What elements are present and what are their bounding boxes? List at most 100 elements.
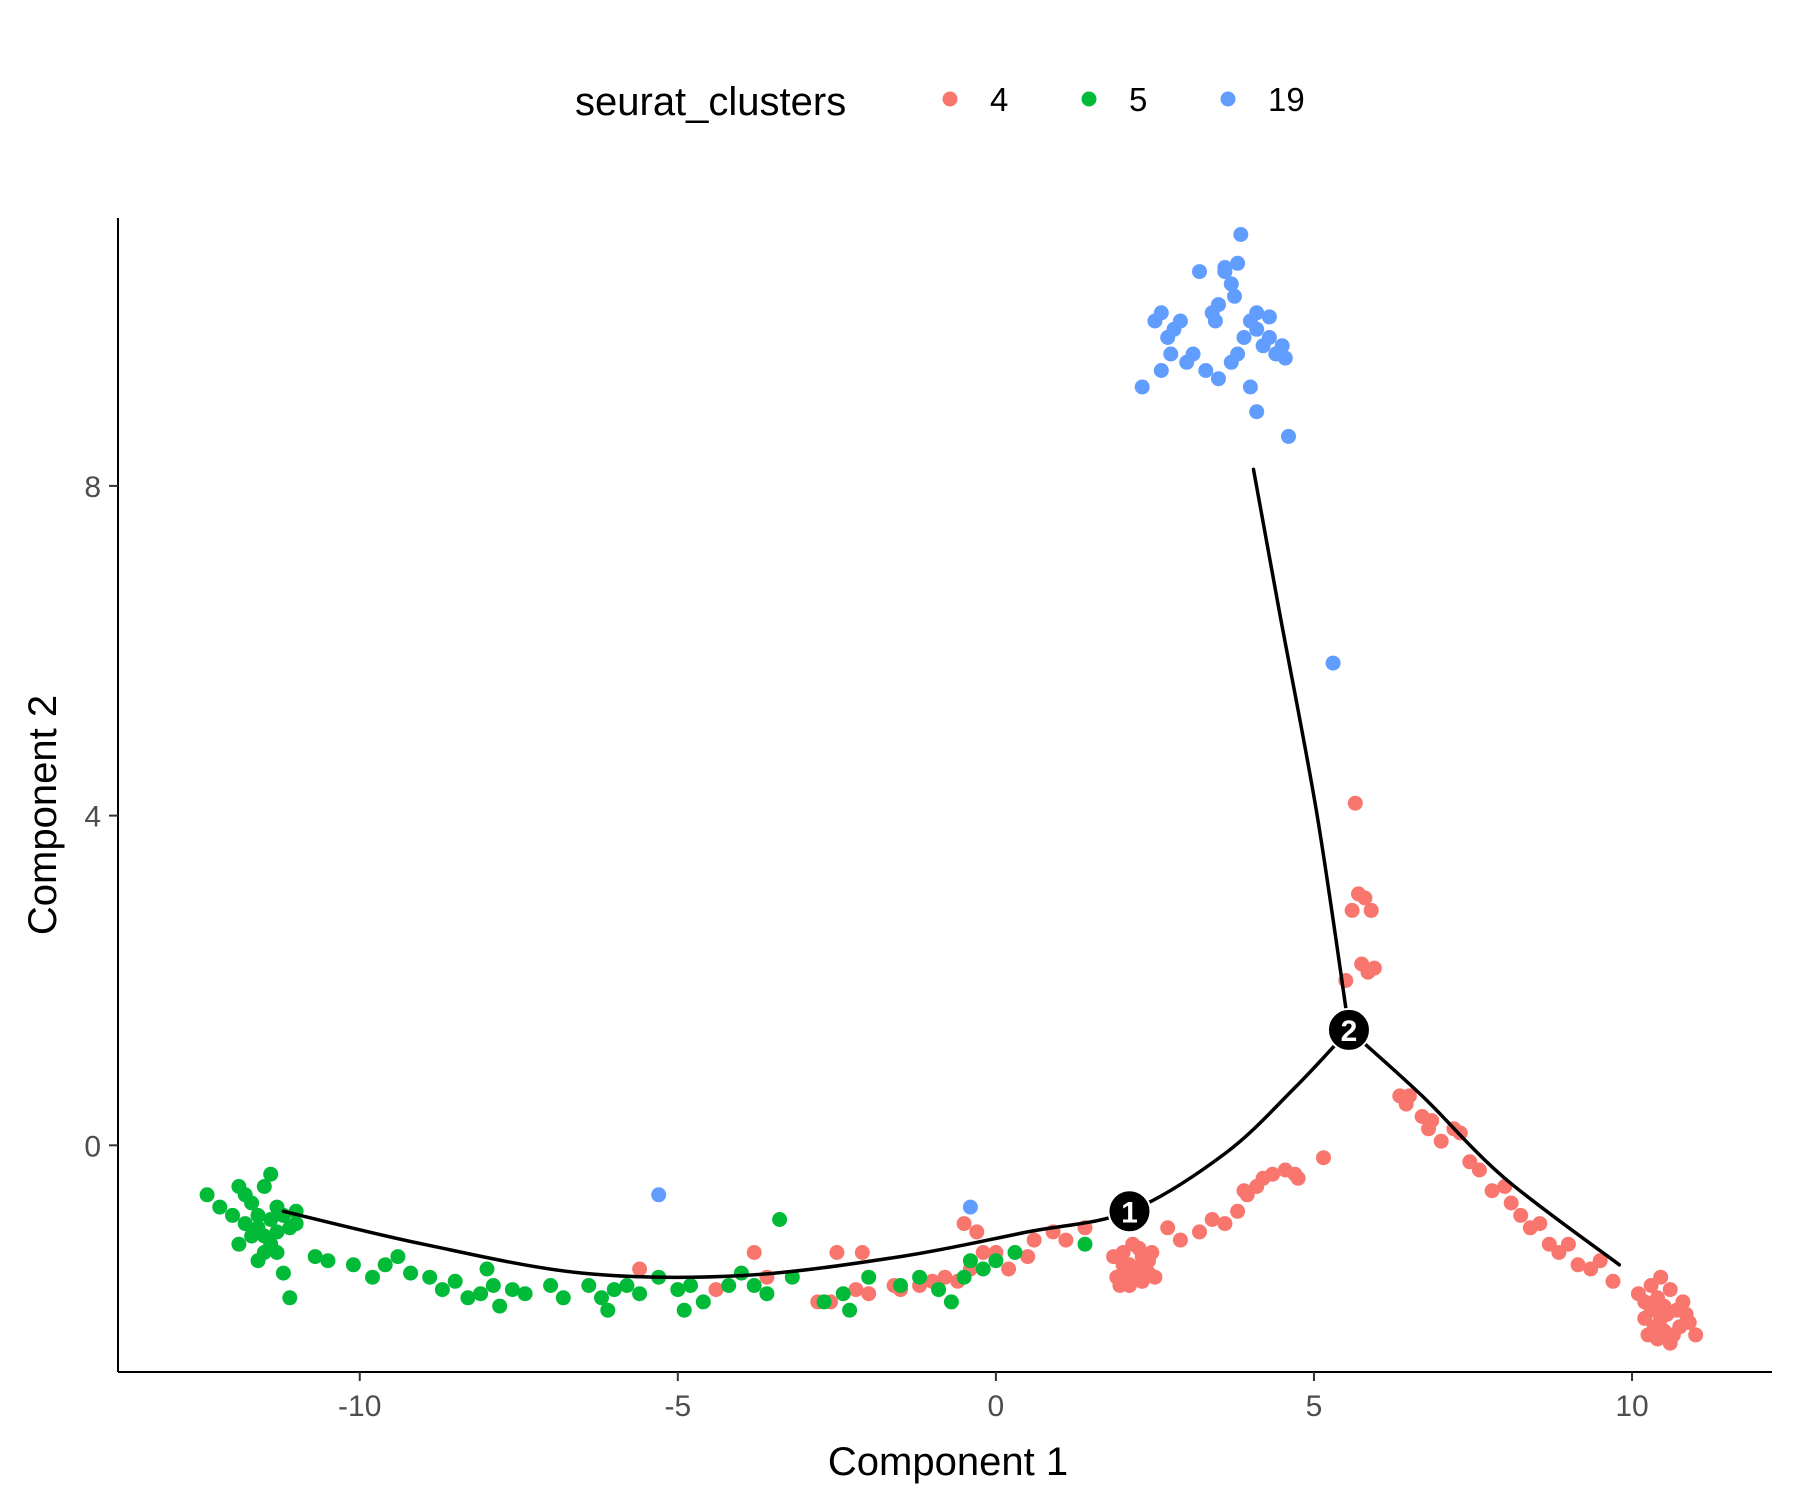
data-point-cluster-5	[250, 1207, 266, 1223]
y-tick-label: 8	[84, 471, 101, 504]
data-point-cluster-5	[1077, 1236, 1093, 1252]
data-point-cluster-5	[670, 1282, 686, 1298]
trajectory-segment-3	[1347, 1028, 1622, 1267]
data-point-cluster-5	[842, 1302, 858, 1318]
legend-title: seurat_clusters	[575, 80, 846, 124]
trajectory-segment-1	[281, 1028, 1351, 1280]
data-point-cluster-4	[1678, 1306, 1694, 1322]
data-point-cluster-4	[1662, 1282, 1678, 1298]
data-point-cluster-19	[1223, 276, 1239, 292]
data-point-cluster-4	[1653, 1269, 1669, 1285]
data-point-cluster-5	[263, 1212, 279, 1227]
data-point-cluster-4	[1560, 1236, 1576, 1252]
data-point-cluster-4	[1115, 1265, 1131, 1281]
data-point-cluster-5	[269, 1224, 285, 1240]
legend-label-4: 4	[990, 81, 1008, 118]
data-point-cluster-4	[937, 1269, 953, 1285]
data-point-cluster-19	[1261, 330, 1277, 345]
data-point-cluster-4	[1592, 1253, 1608, 1269]
data-point-cluster-5	[269, 1245, 285, 1260]
data-point-cluster-5	[256, 1179, 272, 1194]
data-point-cluster-4	[969, 1224, 985, 1240]
data-point-cluster-5	[1007, 1245, 1023, 1260]
data-point-cluster-19	[1153, 363, 1169, 378]
data-point-cluster-19	[1192, 264, 1207, 280]
x-tick-label: 0	[988, 1390, 1005, 1423]
data-point-cluster-4	[1137, 1261, 1153, 1277]
data-point-cluster-4	[854, 1245, 870, 1260]
data-point-cluster-4	[829, 1245, 845, 1260]
legend-key-5	[1081, 91, 1097, 107]
axes: -10 -5 0 5 10 0 4 8	[84, 218, 1772, 1423]
data-point-cluster-4	[1160, 1220, 1176, 1236]
data-point-cluster-4	[1688, 1327, 1704, 1343]
data-point-cluster-19	[1261, 309, 1277, 325]
data-point-cluster-5	[816, 1294, 832, 1310]
data-point-cluster-5	[956, 1269, 972, 1285]
data-point-cluster-4	[1134, 1273, 1150, 1289]
data-point-cluster-19	[1211, 297, 1226, 313]
data-point-cluster-4	[708, 1282, 724, 1298]
data-point-cluster-19	[1242, 379, 1258, 395]
data-point-cluster-4	[1125, 1236, 1141, 1252]
x-axis-title: Component 1	[828, 1440, 1068, 1484]
data-point-cluster-4	[1650, 1331, 1665, 1347]
data-point-cluster-5	[225, 1207, 240, 1223]
data-point-cluster-5	[504, 1282, 520, 1298]
data-point-cluster-5	[460, 1290, 476, 1306]
data-point-cluster-4	[1316, 1150, 1331, 1166]
branch-point-label: 2	[1341, 1015, 1358, 1048]
data-point-cluster-5	[962, 1253, 978, 1269]
data-point-cluster-19	[962, 1199, 978, 1215]
data-point-cluster-4	[1637, 1310, 1653, 1326]
data-point-cluster-5	[632, 1286, 648, 1302]
data-point-cluster-19	[1211, 371, 1226, 387]
y-axis-title: Component 2	[21, 695, 65, 935]
data-point-cluster-4	[1058, 1232, 1074, 1248]
branch-point-2	[1326, 1007, 1371, 1052]
data-point-cluster-4	[1020, 1249, 1036, 1265]
legend-label-5: 5	[1129, 81, 1147, 118]
data-point-cluster-5	[473, 1286, 489, 1302]
data-point-cluster-19	[651, 1187, 667, 1203]
data-point-cluster-5	[555, 1290, 571, 1306]
data-point-cluster-5	[288, 1216, 304, 1232]
data-point-cluster-4	[1662, 1335, 1678, 1351]
data-point-cluster-19	[1163, 346, 1179, 362]
legend-key-4	[942, 91, 958, 107]
data-point-cluster-5	[231, 1179, 247, 1194]
data-point-cluster-5	[422, 1269, 438, 1285]
data-point-cluster-5	[606, 1282, 622, 1298]
legend-label-19: 19	[1268, 81, 1305, 118]
data-point-cluster-5	[231, 1236, 247, 1252]
data-point-cluster-4	[1513, 1207, 1529, 1223]
data-point-cluster-5	[212, 1199, 228, 1215]
data-point-cluster-19	[1198, 363, 1214, 378]
y-tick-label: 4	[84, 801, 101, 834]
data-point-cluster-4	[1287, 1166, 1303, 1182]
data-point-cluster-4	[1675, 1294, 1691, 1310]
data-point-cluster-5	[250, 1253, 266, 1269]
data-point-cluster-5	[275, 1265, 291, 1281]
data-point-cluster-4	[1001, 1261, 1017, 1277]
data-point-cluster-5	[912, 1269, 928, 1285]
data-point-cluster-4	[1255, 1170, 1271, 1186]
data-point-cluster-4	[848, 1282, 864, 1298]
data-point-cluster-19	[1153, 305, 1169, 321]
data-point-cluster-5	[683, 1278, 698, 1293]
data-point-cluster-4	[1347, 795, 1363, 811]
data-point-cluster-5	[345, 1257, 361, 1273]
data-point-cluster-19	[1207, 313, 1223, 329]
data-point-cluster-5	[835, 1286, 851, 1302]
data-point-cluster-19	[1325, 655, 1341, 671]
data-point-cluster-4	[1230, 1203, 1246, 1219]
x-tick-label: -5	[664, 1390, 691, 1423]
data-point-cluster-4	[975, 1245, 991, 1260]
legend: seurat_clusters 4 5 19	[575, 80, 1305, 124]
data-point-cluster-19	[1230, 255, 1246, 271]
data-point-cluster-4	[861, 1286, 877, 1302]
data-point-cluster-4	[1204, 1212, 1220, 1227]
data-point-cluster-4	[1471, 1162, 1487, 1178]
data-point-cluster-4	[1503, 1195, 1519, 1211]
data-point-cluster-4	[1532, 1216, 1548, 1232]
